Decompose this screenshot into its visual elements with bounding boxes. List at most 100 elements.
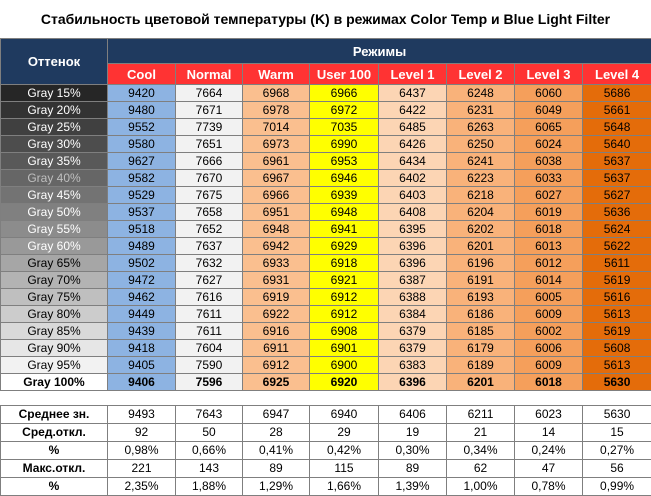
- stats-cell-user-100: 0,42%: [310, 442, 379, 460]
- value-cell-level-1: 6396: [379, 238, 447, 255]
- stats-cell-cool: 9493: [108, 406, 176, 424]
- value-cell-level-3: 6002: [515, 323, 583, 340]
- stats-cell-warm: 0,41%: [243, 442, 310, 460]
- shade-label: Gray 30%: [1, 136, 108, 153]
- stats-cell-level-4: 5630: [583, 406, 651, 424]
- stats-cell-level-3: 0,78%: [515, 478, 583, 496]
- stats-cell-level-3: 0,24%: [515, 442, 583, 460]
- value-cell-normal: 7651: [176, 136, 243, 153]
- column-header-normal: Normal: [176, 64, 243, 85]
- value-cell-level-3: 6049: [515, 102, 583, 119]
- stats-cell-level-2: 0,34%: [447, 442, 515, 460]
- value-cell-warm: 6973: [243, 136, 310, 153]
- value-cell-level-4: 5608: [583, 340, 651, 357]
- value-cell-user-100: 6900: [310, 357, 379, 374]
- value-cell-normal: 7632: [176, 255, 243, 272]
- value-cell-level-3: 6013: [515, 238, 583, 255]
- value-cell-normal: 7739: [176, 119, 243, 136]
- value-cell-cool: 9472: [108, 272, 176, 289]
- value-cell-level-2: 6189: [447, 357, 515, 374]
- value-cell-cool: 9518: [108, 221, 176, 238]
- value-cell-warm: 6912: [243, 357, 310, 374]
- column-header-level-4: Level 4: [583, 64, 651, 85]
- value-cell-level-3: 6005: [515, 289, 583, 306]
- value-cell-level-4: 5648: [583, 119, 651, 136]
- value-cell-level-4: 5619: [583, 323, 651, 340]
- value-cell-normal: 7596: [176, 374, 243, 391]
- shade-label: Gray 65%: [1, 255, 108, 272]
- stats-row: %0,98%0,66%0,41%0,42%0,30%0,34%0,24%0,27…: [1, 442, 651, 460]
- value-cell-level-2: 6204: [447, 204, 515, 221]
- value-cell-normal: 7611: [176, 306, 243, 323]
- value-cell-cool: 9489: [108, 238, 176, 255]
- value-cell-level-2: 6241: [447, 153, 515, 170]
- shade-label: Gray 15%: [1, 85, 108, 102]
- value-cell-level-3: 6038: [515, 153, 583, 170]
- value-cell-user-100: 6920: [310, 374, 379, 391]
- value-cell-cool: 9627: [108, 153, 176, 170]
- value-cell-normal: 7611: [176, 323, 243, 340]
- value-cell-level-3: 6033: [515, 170, 583, 187]
- shade-label: Gray 20%: [1, 102, 108, 119]
- value-cell-level-3: 6027: [515, 187, 583, 204]
- value-cell-level-4: 5627: [583, 187, 651, 204]
- shade-label: Gray 85%: [1, 323, 108, 340]
- value-cell-level-2: 6202: [447, 221, 515, 238]
- value-cell-warm: 6933: [243, 255, 310, 272]
- value-cell-level-1: 6408: [379, 204, 447, 221]
- column-header-level-2: Level 2: [447, 64, 515, 85]
- value-cell-user-100: 6921: [310, 272, 379, 289]
- value-cell-warm: 6919: [243, 289, 310, 306]
- value-cell-cool: 9580: [108, 136, 176, 153]
- shade-label: Gray 45%: [1, 187, 108, 204]
- value-cell-level-2: 6186: [447, 306, 515, 323]
- value-cell-level-2: 6196: [447, 255, 515, 272]
- shade-label: Gray 35%: [1, 153, 108, 170]
- value-cell-cool: 9480: [108, 102, 176, 119]
- value-cell-level-4: 5661: [583, 102, 651, 119]
- value-cell-level-2: 6250: [447, 136, 515, 153]
- value-cell-level-3: 6024: [515, 136, 583, 153]
- page-title: Стабильность цветовой температуры (K) в …: [0, 0, 651, 38]
- value-cell-user-100: 6941: [310, 221, 379, 238]
- stats-cell-level-3: 14: [515, 424, 583, 442]
- column-header-warm: Warm: [243, 64, 310, 85]
- shade-label: Gray 55%: [1, 221, 108, 238]
- value-cell-level-1: 6383: [379, 357, 447, 374]
- column-header-user-100: User 100: [310, 64, 379, 85]
- shade-label: Gray 25%: [1, 119, 108, 136]
- stats-cell-cool: 92: [108, 424, 176, 442]
- value-cell-user-100: 6912: [310, 306, 379, 323]
- value-cell-level-2: 6263: [447, 119, 515, 136]
- stats-cell-level-1: 1,39%: [379, 478, 447, 496]
- value-cell-level-2: 6191: [447, 272, 515, 289]
- stats-cell-level-3: 6023: [515, 406, 583, 424]
- shade-label: Gray 95%: [1, 357, 108, 374]
- value-cell-user-100: 6918: [310, 255, 379, 272]
- value-cell-normal: 7671: [176, 102, 243, 119]
- value-cell-cool: 9537: [108, 204, 176, 221]
- value-cell-cool: 9449: [108, 306, 176, 323]
- value-cell-cool: 9582: [108, 170, 176, 187]
- stats-cell-level-2: 1,00%: [447, 478, 515, 496]
- value-cell-level-1: 6402: [379, 170, 447, 187]
- stats-cell-warm: 89: [243, 460, 310, 478]
- stats-cell-user-100: 6940: [310, 406, 379, 424]
- value-cell-level-2: 6201: [447, 374, 515, 391]
- value-cell-level-3: 6012: [515, 255, 583, 272]
- value-cell-normal: 7590: [176, 357, 243, 374]
- value-cell-warm: 6968: [243, 85, 310, 102]
- value-cell-normal: 7604: [176, 340, 243, 357]
- shade-label: Gray 70%: [1, 272, 108, 289]
- value-cell-level-2: 6248: [447, 85, 515, 102]
